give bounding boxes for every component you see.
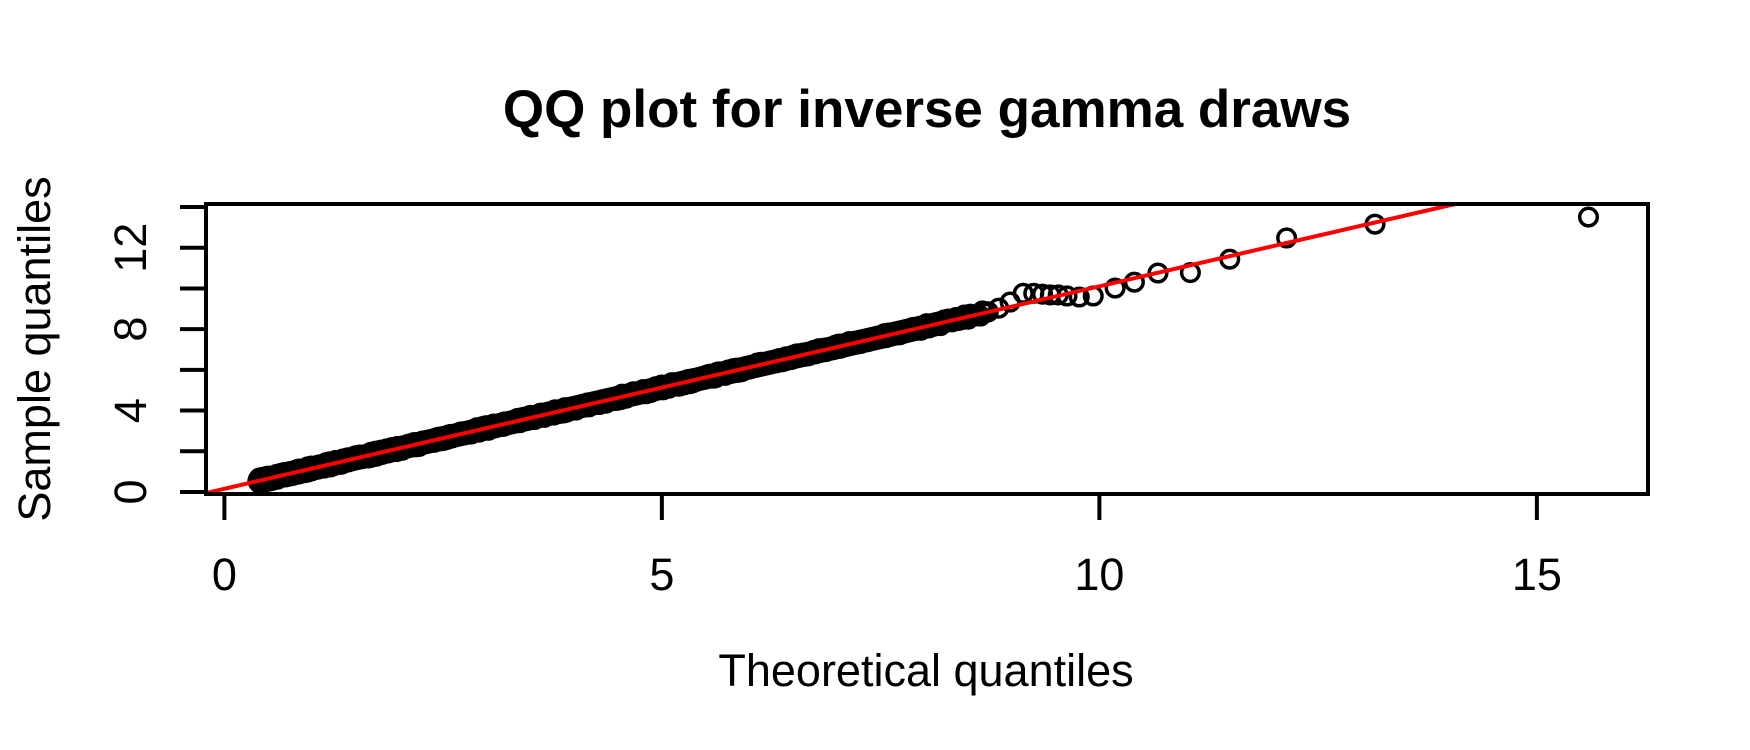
data-point <box>1276 227 1298 249</box>
data-point <box>1068 286 1090 308</box>
x-tick-label: 10 <box>1074 549 1124 600</box>
data-point <box>1031 283 1054 305</box>
y-tick-label: 4 <box>105 398 156 423</box>
plot-frame <box>204 202 1650 496</box>
reference-line <box>205 202 1456 496</box>
data-point <box>1104 277 1126 299</box>
y-tick-label: 12 <box>105 223 156 273</box>
x-tick-label: 5 <box>649 549 674 600</box>
chart-title: QQ plot for inverse gamma draws <box>503 80 1351 139</box>
data-point <box>1577 206 1600 228</box>
y-tick-label: 0 <box>105 479 156 504</box>
y-tick-label: 8 <box>105 317 156 342</box>
x-tick-label: 15 <box>1512 549 1562 600</box>
x-axis-label: Theoretical quantiles <box>718 645 1133 696</box>
y-axis-ticks: 0 4 8 12 <box>105 205 206 504</box>
y-axis-label: Sample quantiles <box>9 176 60 521</box>
qq-reference-line <box>205 202 1456 496</box>
x-tick-label: 0 <box>212 549 237 600</box>
data-points <box>977 206 1600 323</box>
x-axis-ticks: 0 5 10 15 <box>212 494 1562 600</box>
